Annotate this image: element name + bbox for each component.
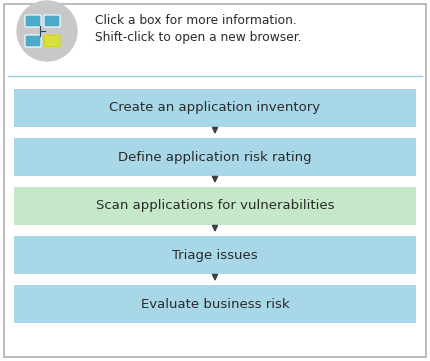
Text: Scan applications for vulnerabilities: Scan applications for vulnerabilities — [96, 200, 334, 213]
Text: Create an application inventory: Create an application inventory — [110, 101, 320, 114]
FancyBboxPatch shape — [14, 236, 416, 274]
FancyBboxPatch shape — [14, 285, 416, 323]
FancyBboxPatch shape — [44, 15, 60, 27]
FancyBboxPatch shape — [25, 35, 41, 47]
FancyBboxPatch shape — [4, 4, 426, 357]
Text: Evaluate business risk: Evaluate business risk — [141, 297, 289, 310]
Circle shape — [17, 1, 77, 61]
Text: Click a box for more information.: Click a box for more information. — [95, 14, 297, 27]
FancyBboxPatch shape — [44, 35, 60, 47]
FancyBboxPatch shape — [14, 89, 416, 127]
FancyBboxPatch shape — [25, 15, 41, 27]
Text: Shift-click to open a new browser.: Shift-click to open a new browser. — [95, 31, 301, 44]
Text: Triage issues: Triage issues — [172, 248, 258, 261]
Text: Define application risk rating: Define application risk rating — [118, 151, 312, 164]
FancyBboxPatch shape — [14, 138, 416, 176]
FancyBboxPatch shape — [14, 187, 416, 225]
FancyBboxPatch shape — [44, 35, 60, 47]
